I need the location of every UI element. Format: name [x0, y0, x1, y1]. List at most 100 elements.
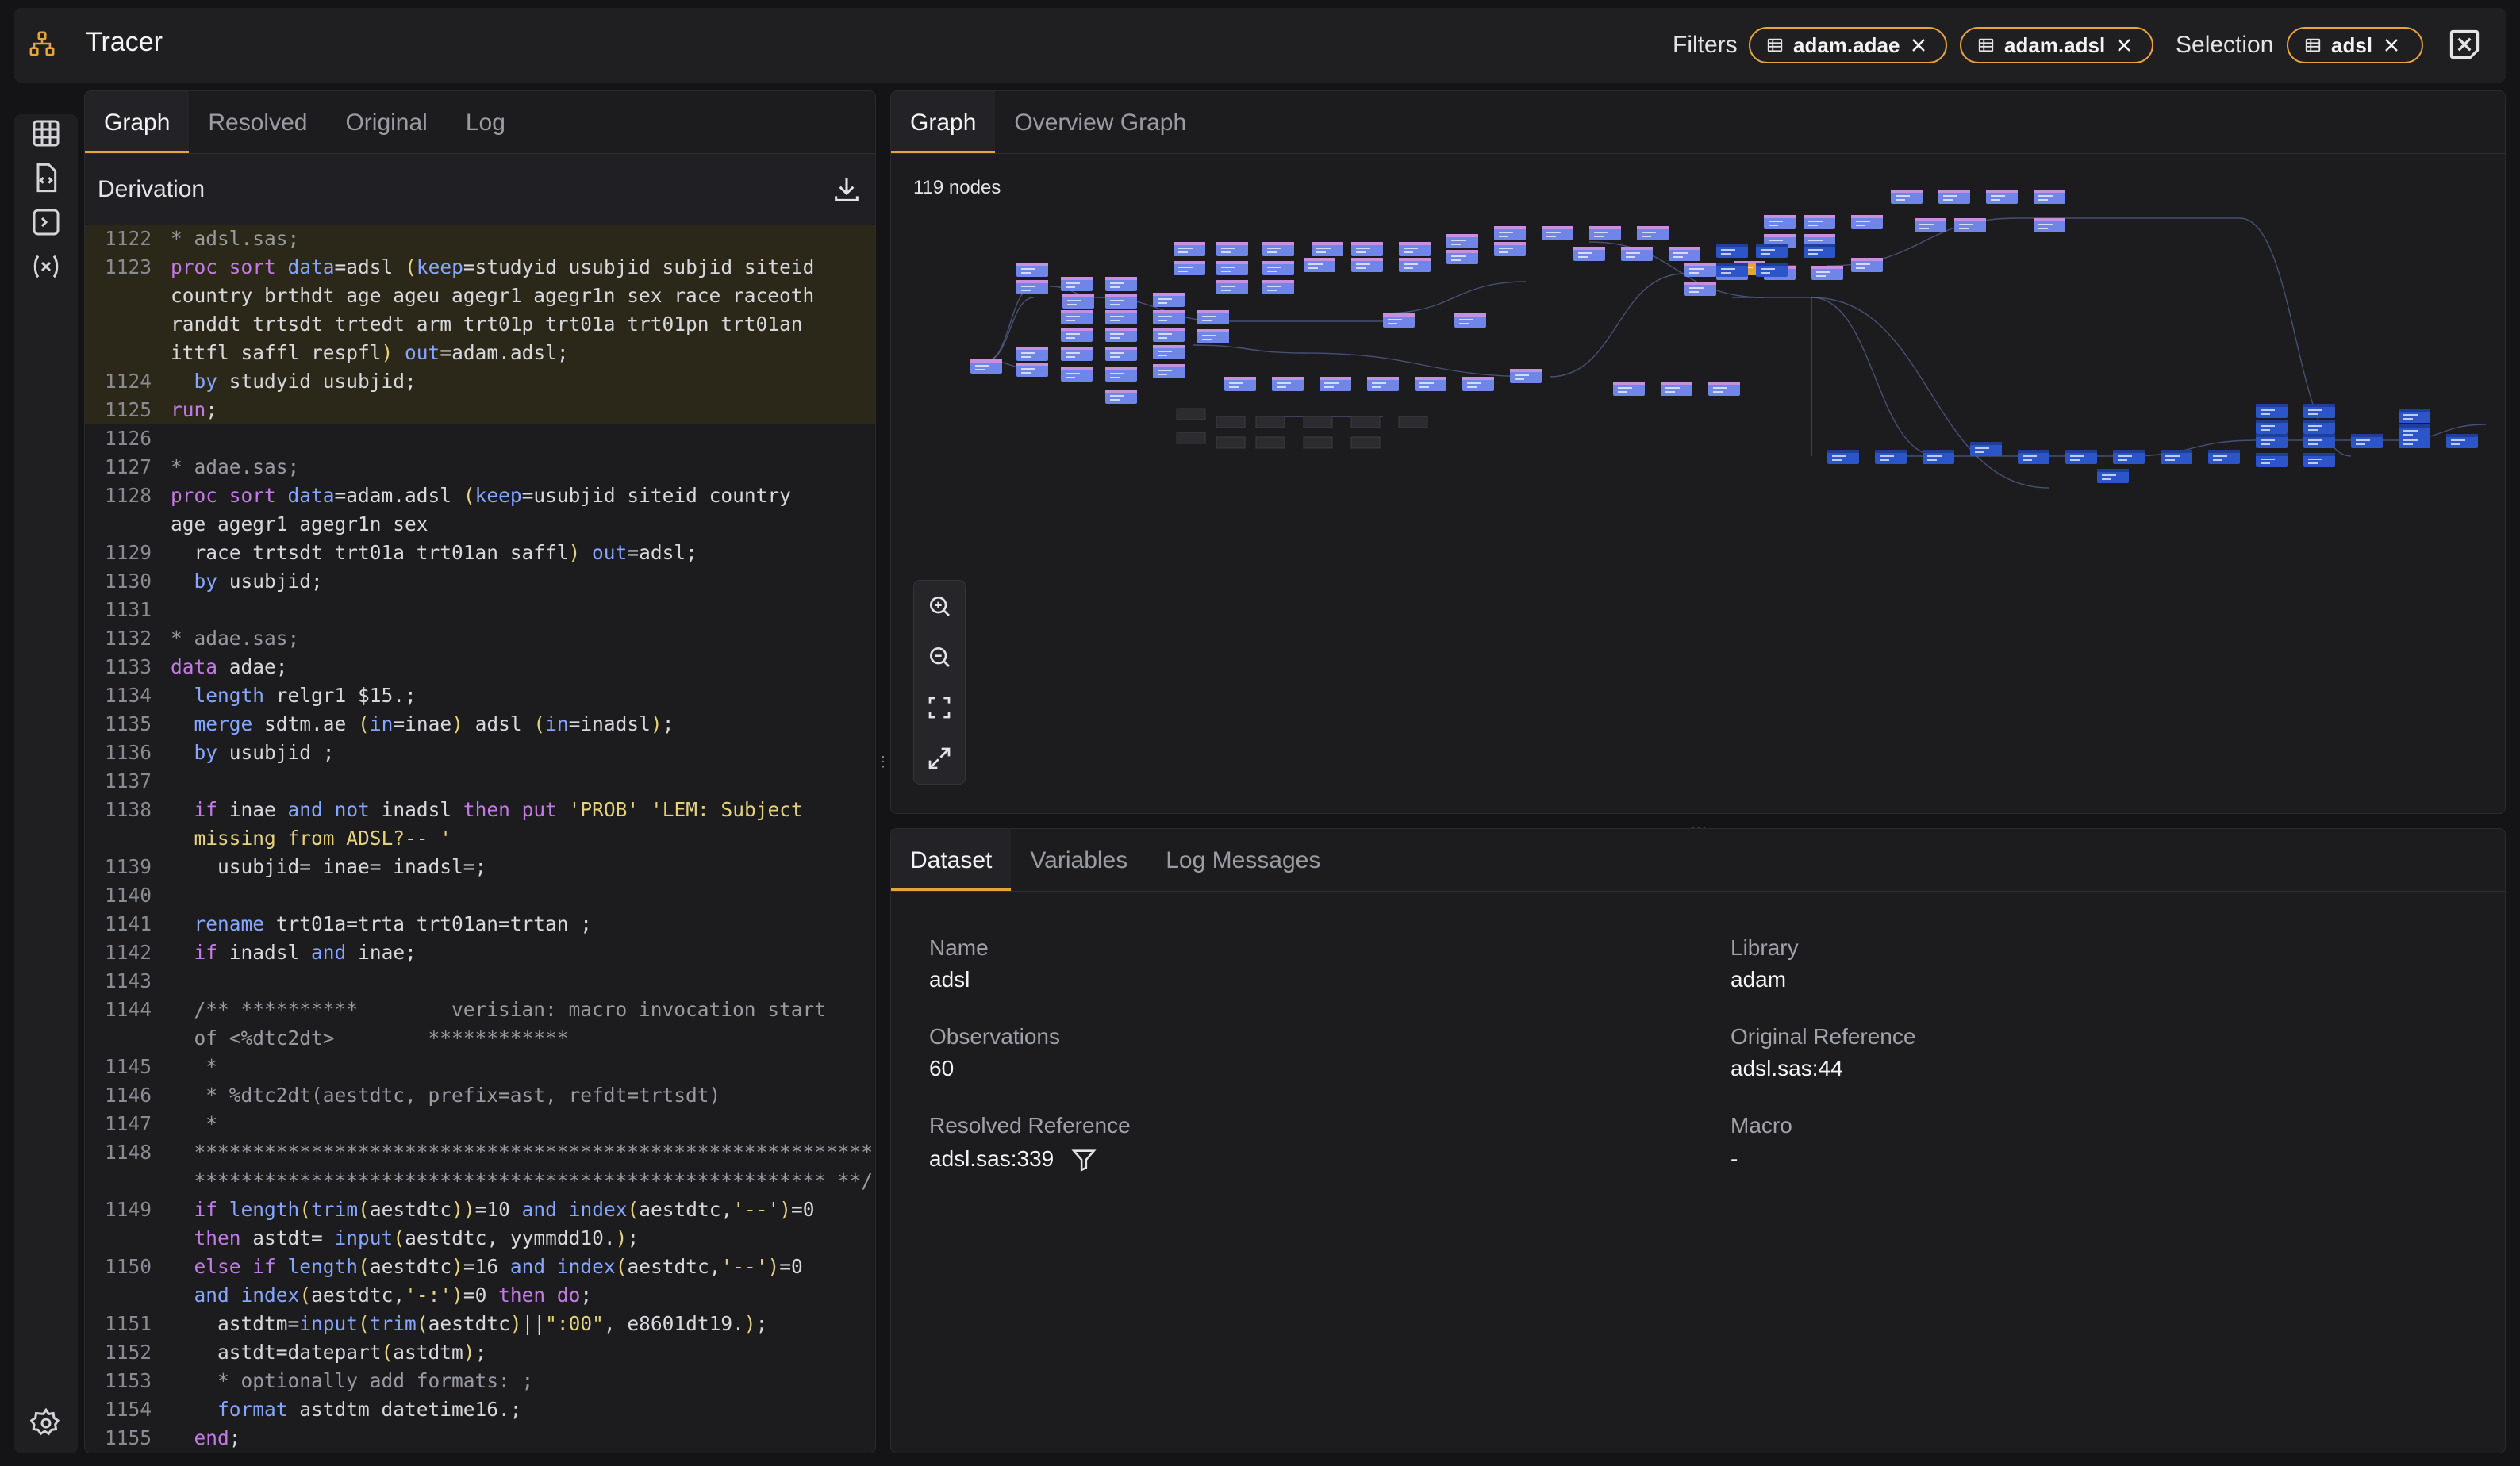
table-icon[interactable] [30, 117, 62, 149]
tab-resolved[interactable]: Resolved [208, 109, 308, 136]
graph-node-muted[interactable] [1303, 416, 1333, 428]
graph-node[interactable] [1105, 390, 1137, 404]
graph-node[interactable] [2303, 434, 2335, 448]
graph-node[interactable] [1062, 294, 1094, 309]
tab-overview-graph[interactable]: Overview Graph [1014, 109, 1187, 136]
graph-node[interactable] [2256, 453, 2288, 467]
graph-node[interactable] [1684, 263, 1716, 277]
graph-node[interactable] [1153, 345, 1185, 359]
graph-node[interactable] [1105, 277, 1137, 291]
tab-dataset[interactable]: Dataset [891, 829, 1012, 891]
graph-node[interactable] [1016, 363, 1048, 377]
graph-node[interactable] [2256, 434, 2288, 448]
graph-node[interactable] [2097, 469, 2129, 483]
graph-node-muted[interactable] [1303, 436, 1333, 449]
graph-node[interactable] [1174, 261, 1205, 275]
graph-node[interactable] [1153, 328, 1185, 342]
graph-node[interactable] [1986, 190, 2018, 204]
graph-node[interactable] [2034, 218, 2065, 232]
graph-node[interactable] [1105, 347, 1137, 361]
graph-node[interactable] [2256, 420, 2288, 434]
graph-node[interactable] [1153, 310, 1185, 324]
graph-node[interactable] [1399, 242, 1431, 256]
graph-node[interactable] [1216, 261, 1248, 275]
graph-node[interactable] [1613, 382, 1645, 396]
graph-node[interactable] [2351, 434, 2383, 448]
graph-node[interactable] [1716, 263, 1748, 277]
graph-node[interactable] [1383, 313, 1415, 328]
variable-icon[interactable] [30, 251, 62, 282]
graph-node-muted[interactable] [1350, 436, 1381, 449]
graph-node[interactable] [1542, 226, 1573, 240]
tab-original[interactable]: Original [345, 109, 428, 136]
graph-node[interactable] [1061, 367, 1093, 382]
tab-log[interactable]: Log [465, 109, 505, 136]
graph-node[interactable] [1891, 190, 1923, 204]
graph-node[interactable] [2034, 190, 2065, 204]
graph-node[interactable] [1153, 364, 1185, 378]
tab-graph[interactable]: Graph [891, 91, 996, 153]
filter-chip-adsl[interactable]: adam.adsl [1960, 27, 2153, 63]
tab-log-messages[interactable]: Log Messages [1166, 847, 1321, 873]
graph-node[interactable] [1804, 244, 1835, 258]
graph-node[interactable] [2161, 450, 2192, 464]
graph-node[interactable] [1756, 244, 1788, 258]
graph-node[interactable] [1105, 328, 1137, 342]
graph-node[interactable] [1621, 247, 1653, 261]
graph-node[interactable] [1954, 218, 1986, 232]
graph-node[interactable] [1197, 329, 1229, 343]
graph-node[interactable] [2303, 420, 2335, 434]
tab-variables[interactable]: Variables [1030, 847, 1128, 873]
graph-node[interactable] [2256, 404, 2288, 418]
graph-node[interactable] [1061, 310, 1093, 324]
zoom-in-icon[interactable] [927, 593, 952, 619]
graph-node[interactable] [1827, 450, 1859, 464]
graph-node[interactable] [1811, 266, 1843, 280]
file-code-icon[interactable] [30, 162, 62, 194]
graph-node[interactable] [1216, 280, 1248, 294]
graph-node[interactable] [2399, 409, 2430, 423]
graph-node[interactable] [1462, 377, 1494, 391]
graph-node[interactable] [1446, 250, 1478, 264]
zoom-out-icon[interactable] [927, 644, 952, 670]
graph-node[interactable] [1367, 377, 1399, 391]
graph-node[interactable] [1105, 294, 1137, 309]
graph-node[interactable] [1399, 258, 1431, 272]
graph-node[interactable] [2303, 404, 2335, 418]
graph-node[interactable] [1756, 263, 1788, 277]
graph-node[interactable] [1708, 382, 1740, 396]
graph-node[interactable] [1197, 310, 1229, 324]
graph-node[interactable] [1669, 247, 1700, 261]
graph-node[interactable] [1061, 277, 1093, 291]
graph-node[interactable] [1684, 282, 1716, 296]
graph-node[interactable] [1016, 263, 1048, 277]
graph-node[interactable] [1573, 247, 1605, 261]
graph-node[interactable] [1494, 226, 1526, 240]
graph-node[interactable] [1510, 369, 1542, 383]
graph-node[interactable] [1351, 258, 1383, 272]
graph-node[interactable] [1915, 218, 1946, 232]
graph-node[interactable] [1923, 450, 1954, 464]
graph-node[interactable] [1875, 450, 1907, 464]
graph-node[interactable] [1061, 347, 1093, 361]
lineage-graph[interactable] [891, 155, 2506, 814]
graph-node[interactable] [1764, 215, 1796, 229]
resize-handle-vertical[interactable]: ⋮ [876, 754, 890, 769]
tab-graph[interactable]: Graph [85, 91, 190, 153]
graph-node[interactable] [1016, 280, 1048, 294]
graph-node[interactable] [1105, 367, 1137, 382]
graph-node[interactable] [1262, 261, 1294, 275]
graph-node[interactable] [1312, 242, 1343, 256]
graph-node-muted[interactable] [1255, 416, 1285, 428]
graph-node[interactable] [1716, 244, 1748, 258]
graph-node[interactable] [1637, 226, 1669, 240]
close-icon[interactable] [1909, 36, 1928, 55]
graph-node[interactable] [1262, 280, 1294, 294]
graph-node[interactable] [1174, 242, 1205, 256]
graph-node[interactable] [1061, 328, 1093, 342]
graph-node[interactable] [1851, 215, 1883, 229]
close-icon[interactable] [2115, 36, 2134, 55]
graph-node[interactable] [1589, 226, 1621, 240]
graph-node[interactable] [1272, 377, 1304, 391]
graph-node[interactable] [1153, 293, 1185, 307]
